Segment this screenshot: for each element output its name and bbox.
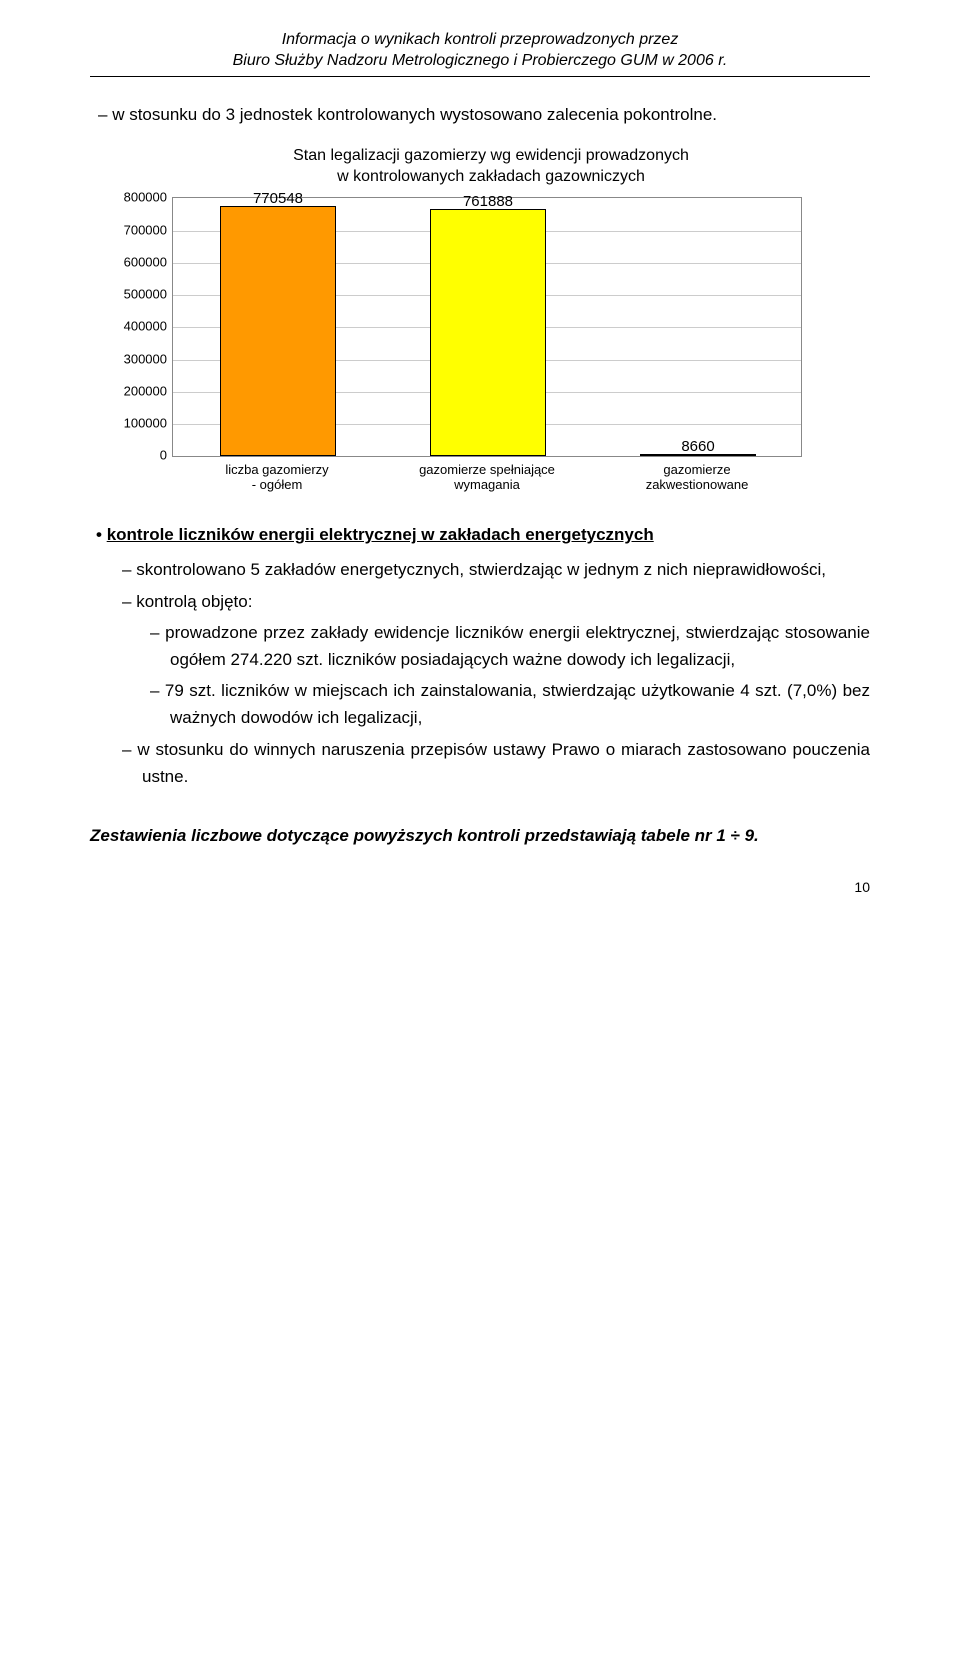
y-tick-label: 600000	[124, 252, 173, 273]
list-item: w stosunku do winnych naruszenia przepis…	[142, 736, 870, 790]
section-heading: kontrole liczników energii elektrycznej …	[107, 525, 654, 544]
y-tick-label: 500000	[124, 285, 173, 306]
chart-plot-area: 0100000200000300000400000500000600000700…	[172, 197, 802, 457]
x-tick-label: gazomierze spełniającewymagania	[382, 463, 592, 493]
y-tick-label: 200000	[124, 381, 173, 402]
y-tick-label: 800000	[124, 188, 173, 209]
bar-value-label: 770548	[221, 187, 335, 211]
x-axis-labels: liczba gazomierzy- ogółemgazomierze speł…	[172, 463, 802, 493]
page-number: 10	[90, 876, 870, 898]
list-item: skontrolowano 5 zakładów energetycznych,…	[142, 556, 870, 583]
y-tick-label: 0	[160, 446, 173, 467]
y-tick-label: 400000	[124, 317, 173, 338]
chart-bar: 770548	[220, 206, 336, 456]
chart-bar: 761888	[430, 209, 546, 457]
chart-title: Stan legalizacji gazomierzy wg ewidencji…	[112, 146, 870, 188]
y-tick-label: 700000	[124, 220, 173, 241]
list-item: kontrolą objęto: prowadzone przez zakład…	[142, 588, 870, 732]
chart-title-line2: w kontrolowanych zakładach gazowniczych	[337, 168, 645, 185]
y-tick-label: 300000	[124, 349, 173, 370]
chart-container: Stan legalizacji gazomierzy wg ewidencji…	[112, 146, 870, 493]
section-bullet: kontrole liczników energii elektrycznej …	[114, 521, 870, 790]
bar-value-label: 761888	[431, 190, 545, 214]
list-item: prowadzone przez zakłady ewidencje liczn…	[170, 619, 870, 673]
x-tick-label: gazomierzezakwestionowane	[592, 463, 802, 493]
list-item-text: kontrolą objęto:	[136, 592, 252, 611]
bar-value-label: 8660	[641, 435, 755, 459]
header-line2: Biuro Służby Nadzoru Metrologicznego i P…	[90, 51, 870, 72]
nested-dash-list: prowadzone przez zakłady ewidencje liczn…	[142, 619, 870, 732]
x-tick-label: liczba gazomierzy- ogółem	[172, 463, 382, 493]
chart-title-line1: Stan legalizacji gazomierzy wg ewidencji…	[293, 147, 689, 164]
intro-item: w stosunku do 3 jednostek kontrolowanych…	[118, 101, 870, 128]
list-item: 79 szt. liczników w miejscach ich zainst…	[170, 677, 870, 731]
section-bullet-list: kontrole liczników energii elektrycznej …	[90, 521, 870, 790]
y-tick-label: 100000	[124, 414, 173, 435]
chart-bar: 8660	[640, 454, 756, 457]
footer-note: Zestawienia liczbowe dotyczące powyższyc…	[90, 824, 870, 848]
intro-list: w stosunku do 3 jednostek kontrolowanych…	[90, 101, 870, 128]
header-line1: Informacja o wynikach kontroli przeprowa…	[90, 30, 870, 51]
header-rule	[90, 76, 870, 77]
page-header: Informacja o wynikach kontroli przeprowa…	[90, 30, 870, 72]
section-dash-list: skontrolowano 5 zakładów energetycznych,…	[114, 556, 870, 790]
